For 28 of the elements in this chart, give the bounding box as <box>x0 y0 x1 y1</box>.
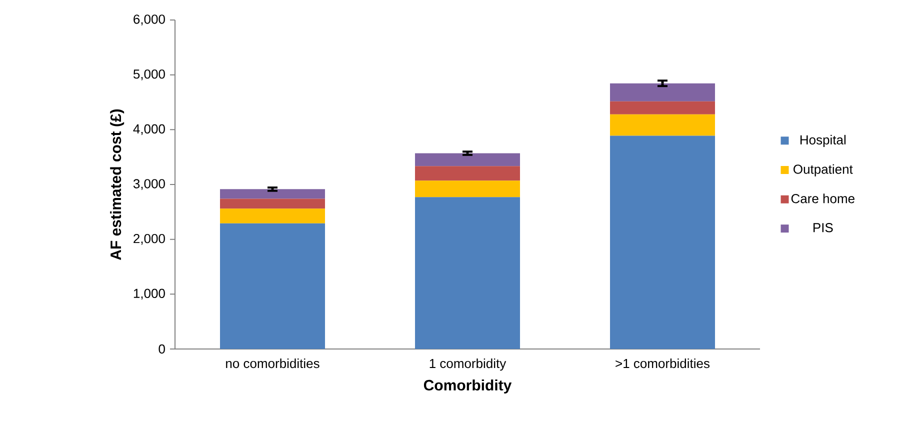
y-tick-label: 6,000 <box>134 14 165 26</box>
legend-label: PIS <box>814 223 833 232</box>
bar <box>220 223 326 349</box>
bar <box>220 208 326 224</box>
x-axis-title: Comorbidity <box>424 380 512 394</box>
bar <box>220 189 326 199</box>
bar <box>610 101 716 114</box>
bar <box>415 153 520 166</box>
y-tick-label: 0 <box>158 344 165 354</box>
bar <box>610 136 716 349</box>
y-axis-title: AF estimated cost (£) <box>110 109 124 260</box>
bar <box>610 114 716 136</box>
x-tick-label: no comorbidities <box>226 358 320 368</box>
bar <box>610 83 716 102</box>
x-tick-label: 1 comorbidity <box>430 358 506 371</box>
y-tick-label: 5,000 <box>133 69 165 80</box>
legend-label: Care home <box>791 194 854 204</box>
y-tick-label: 2,000 <box>134 234 165 245</box>
legend-label: Hospital <box>800 134 846 148</box>
y-tick-label: 1,000 <box>134 288 165 300</box>
bar <box>415 180 520 198</box>
bar <box>415 197 520 349</box>
x-tick-label: >1 comorbidities <box>616 358 710 368</box>
bar <box>220 198 326 209</box>
y-tick-label: 3,000 <box>133 179 165 190</box>
bar <box>415 166 520 181</box>
y-tick-label: 4,000 <box>133 124 165 136</box>
legend-label: Outpatient <box>794 164 853 176</box>
